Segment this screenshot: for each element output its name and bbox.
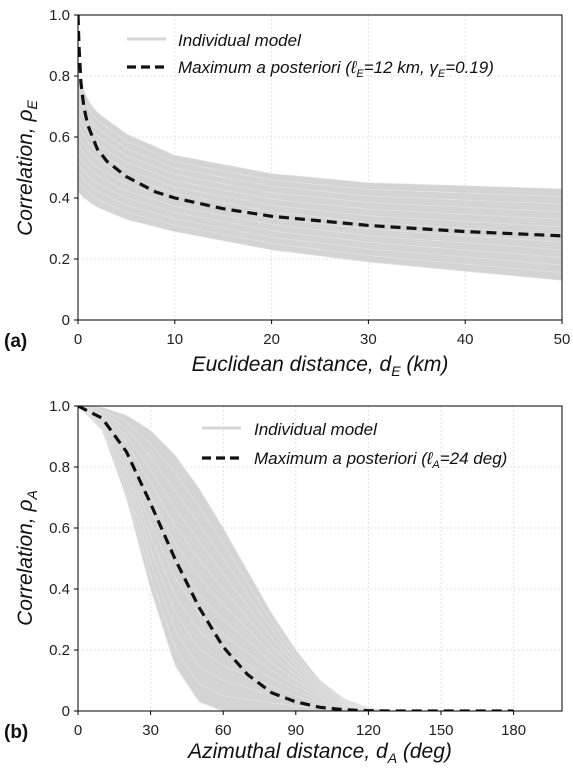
- individual-model-line: [78, 162, 562, 258]
- individual-model-line: [78, 406, 393, 711]
- individual-model-line: [78, 124, 562, 228]
- panel-a-label: (a): [4, 331, 27, 352]
- panel-a: 0 10 20 30 40 50 0 0.2 0.4 0.6 0.8 1.0 Individual m…: [4, 7, 570, 379]
- individual-model-line: [78, 406, 393, 711]
- individual-model-line: [78, 75, 562, 190]
- individual-model-line: [78, 406, 393, 711]
- x-tick-label: 40: [457, 331, 474, 348]
- y-tick-label: 0: [62, 312, 70, 329]
- panel-b-ylabel: Correlation, ρA: [14, 490, 40, 626]
- individual-model-line: [78, 172, 562, 266]
- individual-model-line: [78, 182, 562, 274]
- y-tick-label: 0.6: [49, 520, 70, 537]
- x-tick-label: 180: [501, 722, 526, 739]
- x-tick-label: 30: [142, 722, 159, 739]
- individual-model-line: [78, 153, 562, 251]
- individual-model-line: [78, 406, 393, 711]
- individual-model-line: [78, 104, 562, 213]
- y-tick-label: 0.2: [49, 251, 70, 268]
- x-tick-label: 10: [166, 331, 183, 348]
- y-tick-label: 0.4: [49, 581, 70, 598]
- legend-a-individual-label: Individual model: [178, 31, 302, 50]
- x-tick-label: 0: [74, 331, 82, 348]
- x-tick-label: 150: [428, 722, 453, 739]
- x-tick-label: 30: [360, 331, 377, 348]
- y-tick-label: 1.0: [49, 7, 70, 24]
- y-tick-label: 0.4: [49, 190, 70, 207]
- panel-b: 0 30 60 90 120 150 180 0 0.2 0.4 0.6 0.8 1.0 Individ…: [4, 398, 563, 766]
- panel-b-ticks: 0 30 60 90 120 150 180 0 0.2 0.4 0.6 0.8 1.0: [49, 398, 526, 739]
- y-tick-label: 0: [62, 703, 70, 720]
- x-tick-label: 90: [287, 722, 304, 739]
- panel-a-map-series: [78, 15, 562, 238]
- panel-b-frame: [77, 405, 563, 712]
- map-series-line: [78, 15, 562, 238]
- y-tick-label: 0.2: [49, 642, 70, 659]
- individual-model-line: [78, 95, 562, 205]
- individual-model-line: [78, 406, 393, 711]
- legend-b-map-label: Maximum a posteriori (ℓA=24 deg): [254, 449, 507, 471]
- x-tick-label: 50: [554, 331, 571, 348]
- panel-b-label: (b): [4, 722, 28, 743]
- panel-a-ylabel: Correlation, ρE: [14, 99, 40, 235]
- individual-model-line: [78, 406, 393, 711]
- individual-model-band: [78, 406, 393, 711]
- panel-b-xlabel: Azimuthal distance, dA (deg): [186, 740, 452, 765]
- individual-model-line: [78, 85, 562, 197]
- panel-a-legend: Individual model Maximum a posteriori (ℓ…: [127, 31, 494, 80]
- x-tick-label: 20: [263, 331, 280, 348]
- legend-b-individual-label: Individual model: [254, 420, 378, 439]
- y-tick-label: 0.6: [49, 129, 70, 146]
- y-tick-label: 0.8: [49, 68, 70, 85]
- individual-model-line: [78, 133, 562, 235]
- panel-b-individual-models: [78, 406, 393, 711]
- panel-a-frame: [77, 14, 563, 321]
- legend-a-map-label: Maximum a posteriori (ℓE=12 km, γE=0.19): [178, 58, 494, 80]
- individual-model-line: [78, 406, 393, 711]
- x-tick-label: 60: [215, 722, 232, 739]
- panel-a-ticks: 0 10 20 30 40 50 0 0.2 0.4 0.6 0.8 1.0: [49, 7, 570, 348]
- panel-a-xlabel: Euclidean distance, dE (km): [192, 353, 449, 379]
- individual-model-line: [78, 406, 393, 711]
- individual-model-line: [78, 406, 393, 711]
- x-tick-label: 0: [74, 722, 82, 739]
- y-tick-label: 0.8: [49, 459, 70, 476]
- y-tick-label: 1.0: [49, 398, 70, 415]
- individual-model-line: [78, 114, 562, 220]
- x-tick-label: 120: [356, 722, 381, 739]
- individual-model-line: [78, 191, 562, 281]
- individual-model-line: [78, 406, 393, 711]
- individual-model-line: [78, 406, 393, 711]
- panel-b-legend: Individual model Maximum a posteriori (ℓ…: [202, 420, 507, 471]
